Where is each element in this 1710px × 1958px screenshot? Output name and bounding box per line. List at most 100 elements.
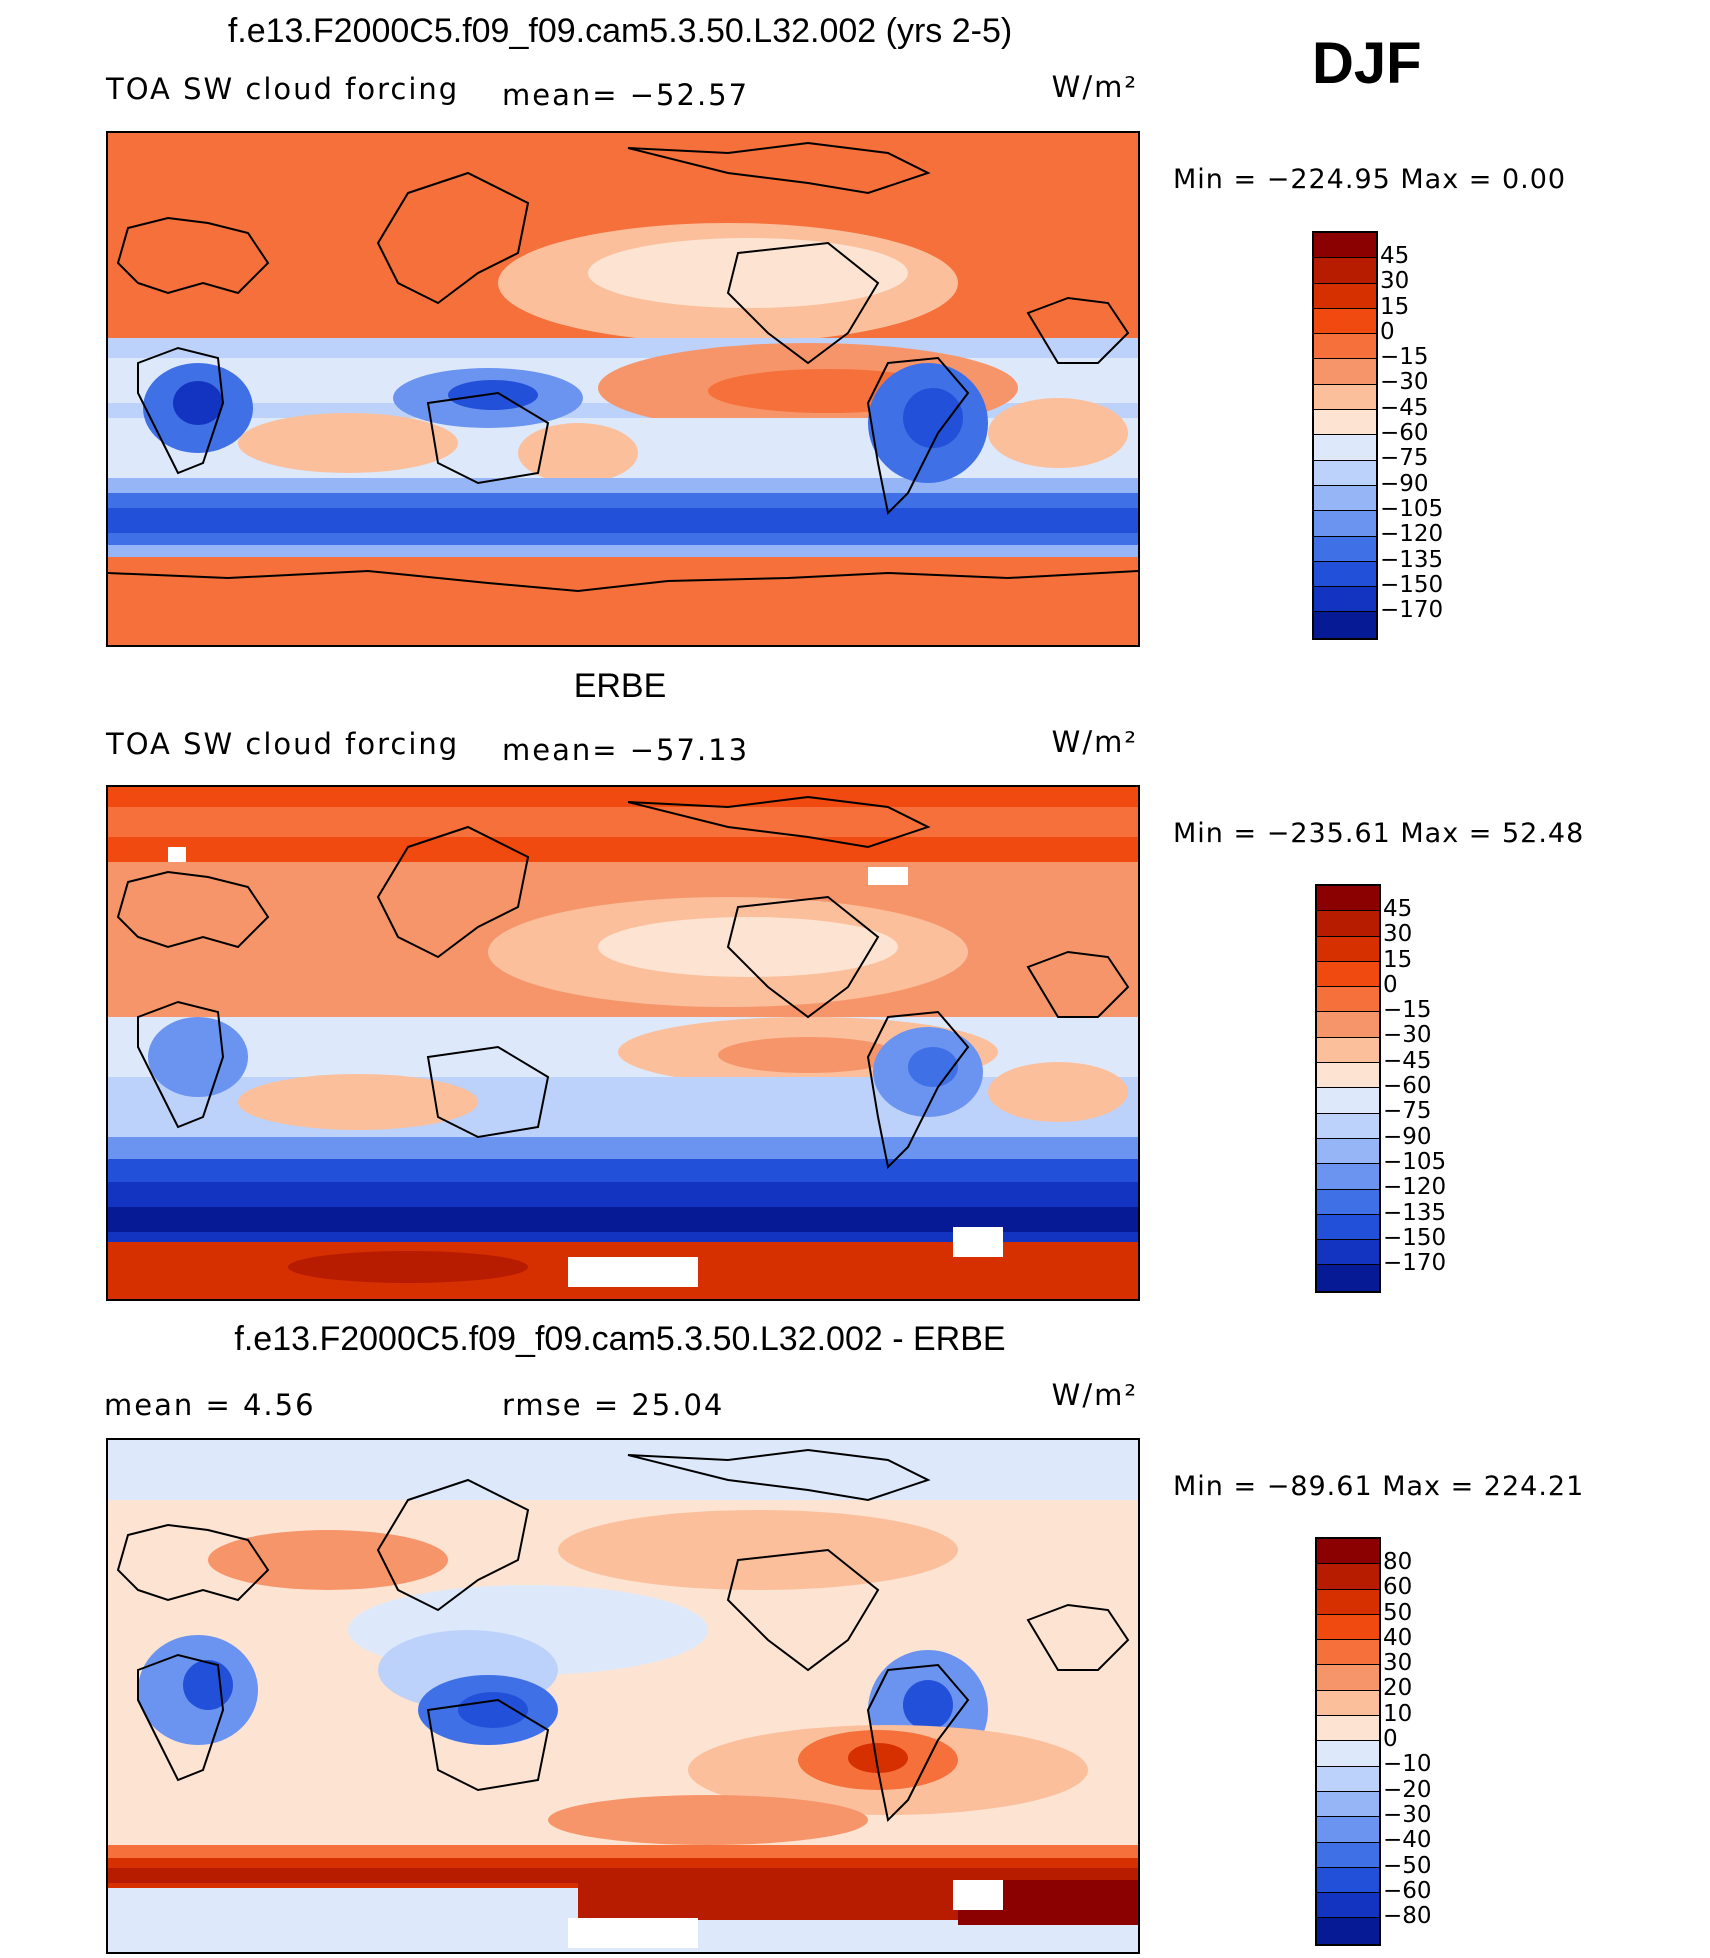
colorbar-swatch — [1317, 1893, 1379, 1919]
colorbar-swatch — [1314, 359, 1376, 385]
colorbar-swatch — [1317, 1088, 1379, 1114]
map-obs — [106, 785, 1140, 1301]
colorbar-swatch — [1317, 1589, 1379, 1615]
colorbar-tick-label: −60 — [1380, 420, 1429, 447]
colorbar-tick-label: −10 — [1383, 1751, 1432, 1778]
colorbar-tick-label: −75 — [1380, 445, 1429, 472]
panel-minmax: Min = −89.61 Max = 224.21 — [1173, 1471, 1585, 1502]
colorbar-swatch — [1317, 1766, 1379, 1792]
colorbar-tick-label: 10 — [1383, 1700, 1413, 1727]
colorbar-swatch — [1317, 1614, 1379, 1641]
colorbar-swatch — [1317, 961, 1379, 988]
colorbar-swatch — [1317, 1867, 1379, 1894]
colorbar-tick-label: 45 — [1383, 896, 1413, 922]
colorbar-labels: 80 60 50 40 30 20 10 0 −10 −20 −30 −40 −50 −60 −80 — [1383, 1549, 1432, 1930]
colorbar-swatch — [1314, 258, 1376, 284]
colorbar-tick-label: 45 — [1380, 243, 1410, 269]
colorbar-tick-label: −170 — [1383, 1250, 1447, 1277]
colorbar-tick-label: −90 — [1380, 470, 1429, 497]
colorbar-tick-label: −20 — [1383, 1776, 1432, 1803]
map-diff — [106, 1438, 1140, 1954]
colorbar-tick-label: 15 — [1383, 946, 1413, 973]
colorbar-labels: 45 30 15 0 −15 −30 −45 −60 −75 −90 −105 −120 −135 −15… — [1383, 896, 1447, 1277]
colorbar-swatch — [1314, 536, 1376, 562]
colorbar-swatch — [1314, 435, 1376, 461]
colorbar-swatch — [1314, 308, 1376, 335]
panel-rmse-value: rmse = 25.04 — [502, 1388, 725, 1422]
colorbar-tick-label: −60 — [1383, 1877, 1432, 1904]
panel-title-diff: f.e13.F2000C5.f09_f09.cam5.3.50.L32.002 … — [234, 1320, 1006, 1358]
colorbar-swatch — [1317, 1063, 1379, 1089]
colorbar-swatch — [1317, 1240, 1379, 1266]
colorbar-tick-label: 20 — [1383, 1675, 1413, 1702]
colorbar-tick-label: −15 — [1380, 344, 1429, 371]
colorbar-tick-label: −135 — [1383, 1199, 1447, 1226]
colorbar-swatch — [1317, 1791, 1379, 1818]
colorbar-swatch — [1314, 460, 1376, 486]
colorbar-tick-label: −105 — [1383, 1148, 1447, 1175]
colorbar-swatch — [1317, 1138, 1379, 1165]
colorbar-tick-label: −170 — [1380, 597, 1444, 624]
colorbar-swatch — [1317, 1037, 1379, 1064]
colorbar-swatch — [1314, 561, 1376, 588]
colorbar-tick-label: 0 — [1383, 971, 1398, 998]
colorbar-swatch — [1317, 1716, 1379, 1742]
colorbar-tick-label: 60 — [1383, 1574, 1413, 1601]
colorbar-swatch — [1317, 936, 1379, 962]
map-model — [106, 131, 1140, 647]
colorbar-swatch — [1317, 1690, 1379, 1717]
colorbar-swatch — [1317, 1265, 1379, 1291]
colorbar-swatch — [1314, 283, 1376, 309]
colorbar-swatch — [1317, 911, 1379, 937]
colorbar-swatch — [1317, 1214, 1379, 1241]
colorbar-tick-label: 30 — [1383, 921, 1413, 948]
colorbar-tick-label: −15 — [1383, 997, 1432, 1024]
colorbar-tick-label: −60 — [1383, 1073, 1432, 1100]
colorbar-swatch — [1314, 612, 1376, 638]
panel-mean-value: mean= −57.13 — [502, 733, 750, 767]
colorbar-swatch — [1314, 485, 1376, 512]
colorbar-swatch — [1317, 1164, 1379, 1190]
colorbar-tick-label: −120 — [1380, 521, 1444, 548]
colorbar-swatch — [1317, 1564, 1379, 1590]
panel-mean-value: mean= −52.57 — [502, 78, 750, 112]
colorbar-tick-label: −150 — [1383, 1224, 1447, 1251]
colorbar-swatch — [1317, 1918, 1379, 1944]
colorbar-swatch — [1317, 1189, 1379, 1215]
colorbar-tick-label: 15 — [1380, 293, 1410, 320]
colorbar-tick-label: −80 — [1383, 1903, 1432, 1930]
colorbar-swatch — [1317, 987, 1379, 1013]
colorbar — [1315, 884, 1381, 1293]
colorbar-tick-label: 0 — [1383, 1726, 1398, 1753]
colorbar-swatch — [1317, 886, 1379, 912]
colorbar-tick-label: −30 — [1383, 1022, 1432, 1049]
panel-minmax: Min = −224.95 Max = 0.00 — [1173, 164, 1567, 195]
panel-title-model: f.e13.F2000C5.f09_f09.cam5.3.50.L32.002 … — [227, 12, 1013, 50]
colorbar-swatch — [1317, 1539, 1379, 1565]
colorbar-tick-label: 0 — [1380, 318, 1395, 345]
colorbar-swatch — [1314, 334, 1376, 360]
colorbar-tick-label: 50 — [1383, 1599, 1413, 1626]
colorbar-swatch — [1317, 1113, 1379, 1139]
colorbar-tick-label: −105 — [1380, 495, 1444, 522]
panel-variable-label: TOA SW cloud forcing — [106, 72, 460, 106]
colorbar-tick-label: −45 — [1383, 1047, 1432, 1074]
colorbar-swatch — [1317, 1012, 1379, 1038]
panel-variable-label: TOA SW cloud forcing — [106, 727, 460, 761]
colorbar-tick-label: −30 — [1380, 369, 1429, 396]
colorbar-tick-label: −45 — [1380, 394, 1429, 421]
colorbar-swatch — [1314, 233, 1376, 259]
colorbar-swatch — [1314, 511, 1376, 537]
colorbar-tick-label: −75 — [1383, 1098, 1432, 1125]
colorbar-tick-label: −50 — [1383, 1852, 1432, 1879]
colorbar-tick-label: −40 — [1383, 1827, 1432, 1854]
colorbar-tick-label: 80 — [1383, 1549, 1413, 1575]
colorbar-swatch — [1317, 1741, 1379, 1767]
colorbar-tick-label: 30 — [1383, 1650, 1413, 1677]
panel-mean-value: mean = 4.56 — [104, 1388, 316, 1422]
colorbar-tick-label: −135 — [1380, 546, 1444, 573]
panel-units: W/m² — [1051, 70, 1138, 104]
colorbar-swatch — [1317, 1640, 1379, 1666]
colorbar-tick-label: −150 — [1380, 571, 1444, 598]
colorbar-tick-label: 40 — [1383, 1624, 1413, 1651]
